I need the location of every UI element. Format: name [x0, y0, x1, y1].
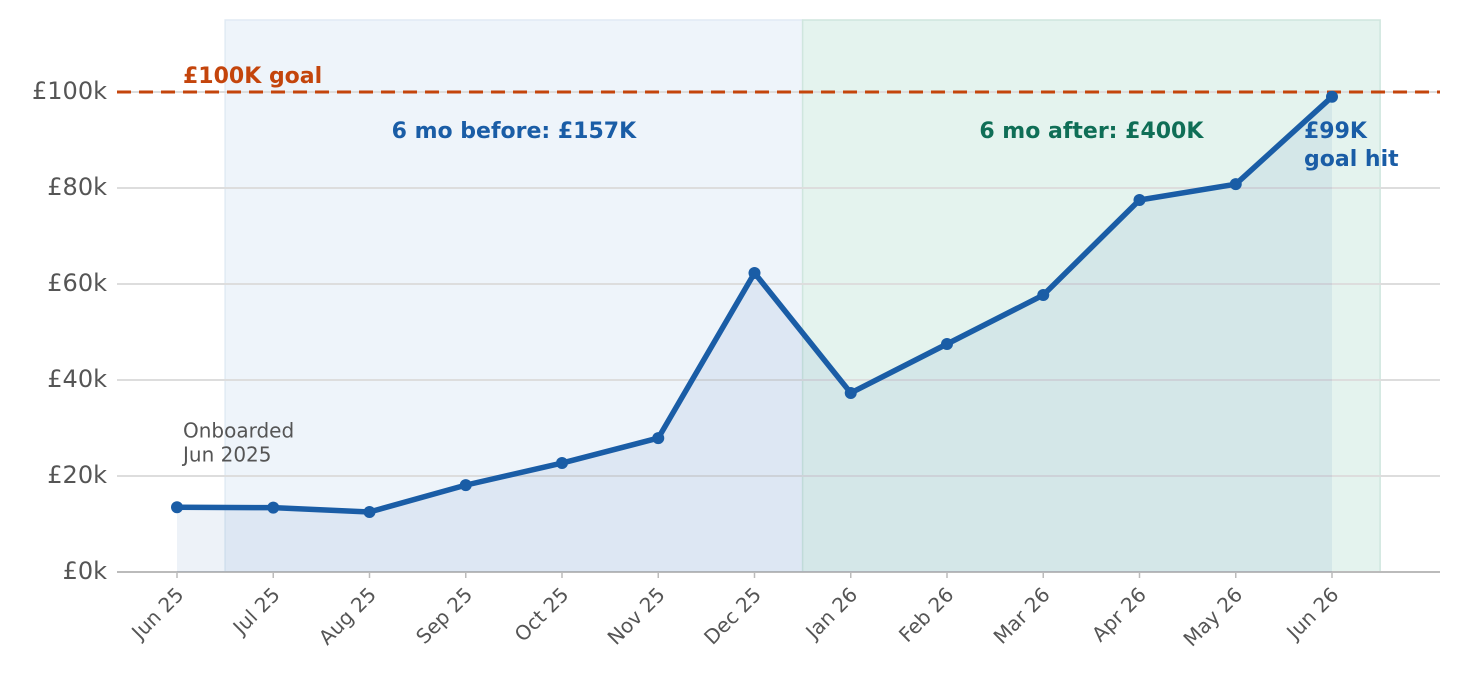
point [267, 501, 280, 514]
y-tick-label: £60k [47, 269, 107, 297]
point [652, 432, 665, 445]
x-tick-label: Apr 26 [1087, 582, 1151, 646]
x-tick-label: Feb 26 [894, 582, 959, 647]
x-tick-label: Nov 25 [603, 582, 670, 649]
x-tick-label: Jun 25 [125, 582, 188, 645]
y-tick-label: £80k [47, 173, 107, 201]
point [1326, 90, 1338, 103]
point [1229, 178, 1242, 191]
region [224, 19, 804, 573]
start-annotation: Onboarded [183, 419, 294, 443]
x-tick-label: Dec 25 [699, 582, 766, 649]
y-tick-label: £20k [47, 461, 107, 489]
point [171, 501, 183, 514]
goal-label: £100K goal [183, 64, 322, 89]
region-label: 6 mo after: £400K [979, 119, 1204, 144]
point [556, 457, 568, 470]
y-tick-label: £0k [63, 557, 108, 585]
point [1133, 194, 1146, 206]
x-tick-label: Oct 25 [510, 582, 574, 646]
point [1037, 289, 1050, 302]
x-tick-label: May 26 [1178, 582, 1247, 651]
point [844, 386, 857, 399]
start-annotation: Jun 2025 [181, 443, 272, 467]
point [363, 506, 376, 518]
x-tick-label: Jul 25 [227, 582, 285, 640]
y-tick-label: £40k [47, 365, 107, 393]
end-annotation: £99K [1304, 119, 1368, 144]
region-label: 6 mo before: £157K [392, 119, 637, 144]
area [177, 96, 1332, 573]
region [801, 19, 1381, 573]
x-tick-label: Aug 25 [314, 582, 381, 649]
point [748, 266, 761, 279]
x-tick-label: Jan 26 [799, 582, 862, 645]
x-tick-label: Jun 26 [1280, 582, 1343, 645]
end-annotation: goal hit [1304, 147, 1399, 172]
y-tick-label: £100k [32, 77, 107, 105]
point [941, 338, 953, 350]
point [459, 479, 472, 492]
x-tick-label: Mar 26 [989, 582, 1055, 648]
x-tick-label: Sep 25 [411, 582, 477, 648]
